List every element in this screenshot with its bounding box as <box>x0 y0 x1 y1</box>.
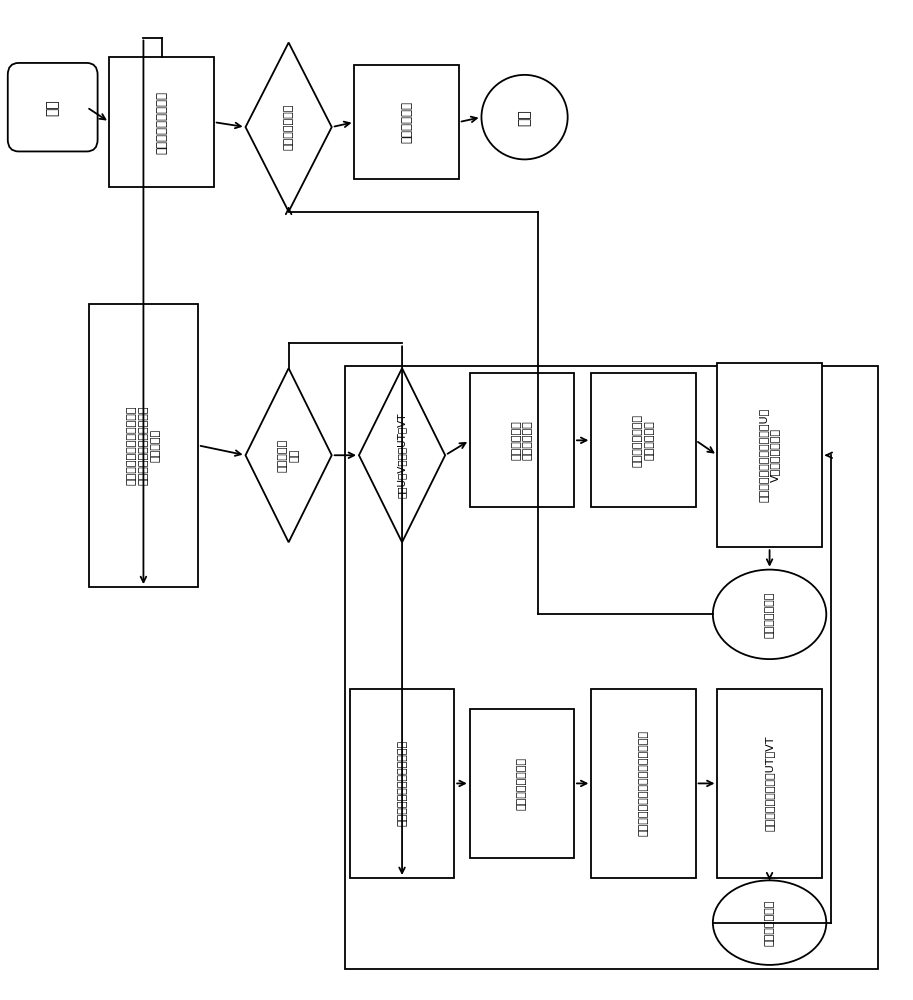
Ellipse shape <box>481 75 568 159</box>
Text: 内模式循环结束: 内模式循环结束 <box>764 591 774 638</box>
Polygon shape <box>246 43 331 212</box>
Text: 计算内模式中用的的UT、VT: 计算内模式中用的的UT、VT <box>764 736 774 831</box>
Text: 求解紪流闭合模型
附加边界条件: 求解紪流闭合模型 附加边界条件 <box>633 414 655 467</box>
Bar <box>592 689 696 878</box>
Bar <box>345 366 878 969</box>
Text: 结束: 结束 <box>518 109 531 126</box>
Text: 计算垂向流速
附加边界条件: 计算垂向流速 附加边界条件 <box>511 420 532 460</box>
Text: 输出计算结果: 输出计算结果 <box>400 101 413 143</box>
Text: 开始: 开始 <box>46 99 59 116</box>
Text: 计算水平对流项和扩散项、
压力梯度项，垂向积分后给
外模式使用: 计算水平对流项和扩散项、 压力梯度项，垂向积分后给 外模式使用 <box>127 406 160 485</box>
Ellipse shape <box>713 880 826 965</box>
FancyBboxPatch shape <box>8 63 98 151</box>
Text: 外模式循环结束: 外模式循环结束 <box>764 899 774 946</box>
Text: 计算对流、扩散项: 计算对流、扩散项 <box>517 757 527 810</box>
Text: 求解内模式运动方程，计算U、
V，附加边界条件: 求解内模式运动方程，计算U、 V，附加边界条件 <box>759 408 781 502</box>
Polygon shape <box>246 368 331 542</box>
Text: 外模式循环
开始: 外模式循环 开始 <box>278 439 299 472</box>
Bar <box>718 689 822 878</box>
Bar <box>350 689 455 878</box>
Bar <box>469 373 574 507</box>
Polygon shape <box>359 368 446 542</box>
Text: 计算水位，附加水位边界条件: 计算水位，附加水位边界条件 <box>397 740 407 826</box>
Text: 计算垂向平均流速附加流速边界条件: 计算垂向平均流速附加流速边界条件 <box>638 730 648 836</box>
Text: 内模式循环开始: 内模式循环开始 <box>284 104 294 150</box>
Bar <box>592 373 696 507</box>
Bar <box>718 363 822 547</box>
Bar <box>354 65 458 179</box>
Bar <box>469 709 574 858</box>
Text: 设置参数和初始条件: 设置参数和初始条件 <box>155 91 168 154</box>
Ellipse shape <box>713 570 826 659</box>
Bar <box>89 304 198 587</box>
Text: 调整U、V以匹配UT、VT: 调整U、V以匹配UT、VT <box>397 412 407 498</box>
Bar <box>110 57 214 187</box>
